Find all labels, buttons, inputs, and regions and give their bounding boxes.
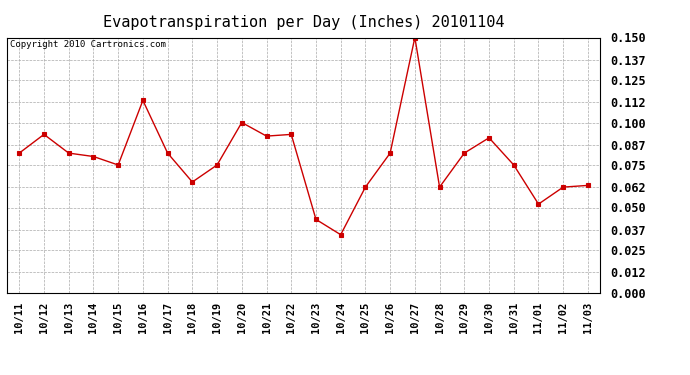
Text: Copyright 2010 Cartronics.com: Copyright 2010 Cartronics.com <box>10 40 166 49</box>
Text: Evapotranspiration per Day (Inches) 20101104: Evapotranspiration per Day (Inches) 2010… <box>103 15 504 30</box>
